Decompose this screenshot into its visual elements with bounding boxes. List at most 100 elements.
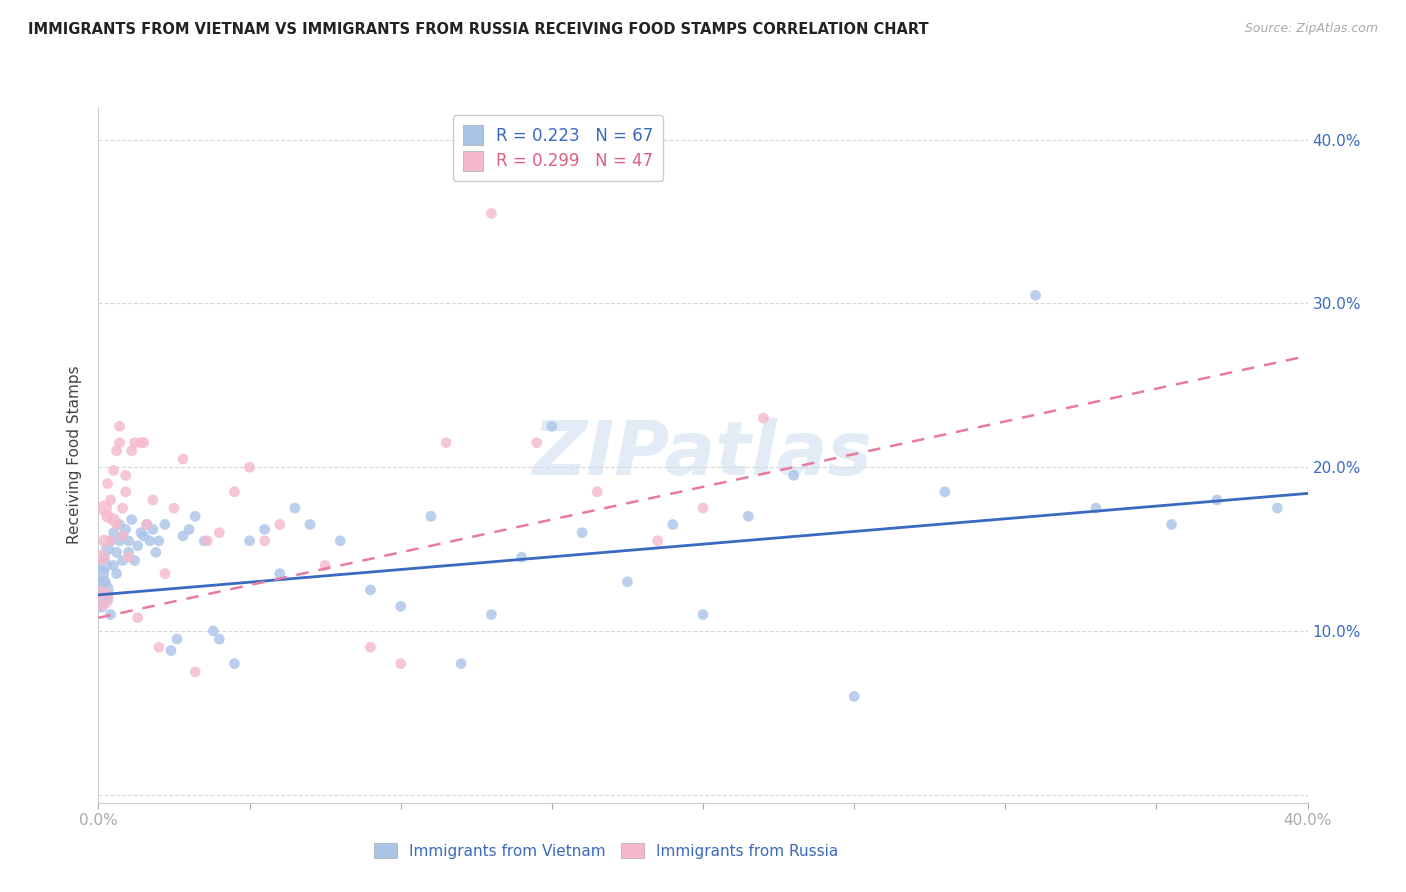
Point — [783, 468, 806, 483]
Point — [108, 517, 131, 532]
Point — [184, 665, 207, 679]
Point — [145, 545, 167, 559]
Text: IMMIGRANTS FROM VIETNAM VS IMMIGRANTS FROM RUSSIA RECEIVING FOOD STAMPS CORRELAT: IMMIGRANTS FROM VIETNAM VS IMMIGRANTS FR… — [28, 22, 929, 37]
Point — [132, 529, 155, 543]
Point — [96, 476, 118, 491]
Point — [160, 643, 183, 657]
Point — [1160, 517, 1182, 532]
Point — [239, 460, 262, 475]
Point — [360, 640, 382, 655]
Text: Source: ZipAtlas.com: Source: ZipAtlas.com — [1244, 22, 1378, 36]
Point — [184, 509, 207, 524]
Point — [111, 553, 134, 567]
Point — [329, 533, 352, 548]
Point — [127, 611, 149, 625]
Point — [100, 533, 122, 548]
Point — [737, 509, 759, 524]
Point — [114, 468, 136, 483]
Point — [540, 419, 562, 434]
Point — [129, 525, 152, 540]
Point — [135, 517, 157, 532]
Point — [127, 539, 149, 553]
Point — [105, 566, 128, 581]
Legend: Immigrants from Vietnam, Immigrants from Russia: Immigrants from Vietnam, Immigrants from… — [368, 837, 845, 864]
Point — [647, 533, 669, 548]
Point — [96, 542, 118, 557]
Point — [239, 533, 262, 548]
Point — [121, 443, 143, 458]
Y-axis label: Receiving Food Stamps: Receiving Food Stamps — [67, 366, 83, 544]
Point — [179, 523, 201, 537]
Point — [90, 599, 112, 614]
Point — [224, 657, 246, 671]
Point — [1085, 501, 1108, 516]
Point — [692, 607, 714, 622]
Point — [111, 501, 134, 516]
Point — [148, 533, 170, 548]
Point — [195, 533, 218, 548]
Point — [93, 501, 115, 516]
Point — [389, 657, 412, 671]
Point — [93, 558, 115, 573]
Point — [172, 452, 194, 467]
Point — [90, 591, 112, 606]
Point — [103, 512, 125, 526]
Point — [114, 484, 136, 499]
Point — [93, 533, 115, 548]
Point — [208, 525, 231, 540]
Point — [121, 512, 143, 526]
Point — [752, 411, 775, 425]
Point — [103, 463, 125, 477]
Point — [360, 582, 382, 597]
Point — [118, 533, 141, 548]
Point — [434, 435, 457, 450]
Point — [166, 632, 188, 646]
Point — [1024, 288, 1046, 302]
Point — [662, 517, 685, 532]
Point — [139, 533, 162, 548]
Point — [153, 566, 176, 581]
Point — [100, 607, 122, 622]
Text: ZIPatlas: ZIPatlas — [533, 418, 873, 491]
Point — [208, 632, 231, 646]
Point — [692, 501, 714, 516]
Point — [253, 523, 276, 537]
Point — [571, 525, 593, 540]
Point — [100, 533, 122, 548]
Point — [510, 550, 533, 565]
Point — [132, 435, 155, 450]
Point — [90, 566, 112, 581]
Point — [314, 558, 336, 573]
Point — [108, 435, 131, 450]
Point — [105, 545, 128, 559]
Point — [108, 533, 131, 548]
Point — [90, 550, 112, 565]
Point — [481, 206, 503, 220]
Point — [526, 435, 548, 450]
Point — [96, 591, 118, 606]
Point — [586, 484, 609, 499]
Point — [934, 484, 956, 499]
Point — [389, 599, 412, 614]
Point — [103, 525, 125, 540]
Point — [105, 443, 128, 458]
Point — [253, 533, 276, 548]
Point — [269, 566, 291, 581]
Point — [100, 492, 122, 507]
Point — [90, 582, 112, 597]
Point — [420, 509, 443, 524]
Point — [1267, 501, 1289, 516]
Point — [269, 517, 291, 532]
Point — [844, 690, 866, 704]
Point — [193, 533, 215, 548]
Point — [103, 558, 125, 573]
Point — [135, 517, 157, 532]
Point — [118, 545, 141, 559]
Point — [153, 517, 176, 532]
Point — [142, 523, 165, 537]
Point — [616, 574, 638, 589]
Point — [224, 484, 246, 499]
Point — [129, 435, 152, 450]
Point — [124, 435, 146, 450]
Point — [299, 517, 322, 532]
